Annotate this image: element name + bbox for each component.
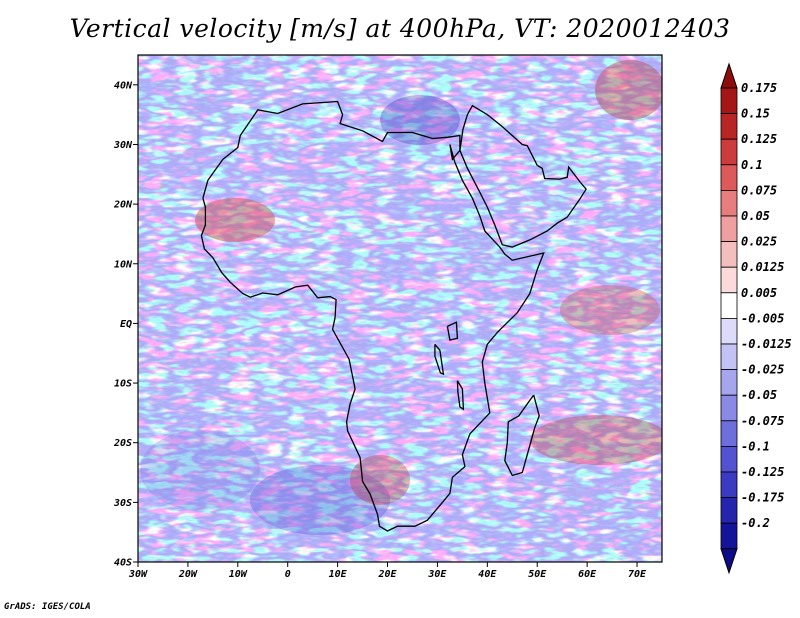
colorbar-label: -0.075 [741, 414, 784, 428]
africa-coastline [200, 100, 545, 532]
lat-tick-label: 40N [114, 80, 133, 91]
lon-tick-label: 60E [578, 569, 597, 580]
lon-tick-label: 10W [229, 569, 248, 580]
colorbar-swatch [720, 113, 738, 140]
colorbar-label: -0.1 [741, 439, 770, 453]
colorbar-swatch [720, 87, 738, 115]
colorbar-label: -0.025 [741, 363, 784, 377]
colorbar-swatch [720, 471, 738, 499]
lat-tick-label: 10N [114, 259, 133, 270]
colorbar-swatch [720, 266, 738, 294]
colorbar-label: -0.125 [741, 465, 784, 479]
colorbar-label: 0.075 [741, 183, 777, 197]
arabia-coastline [459, 104, 587, 248]
lat-tick-label: 20N [113, 200, 133, 211]
velocity-field [138, 55, 662, 562]
colorbar-swatch [720, 522, 738, 550]
lat-tick-label: 10S [114, 379, 132, 390]
lon-tick-label: 40E [478, 569, 497, 580]
colorbar-label: -0.175 [741, 491, 784, 505]
colorbar-label: -0.005 [741, 311, 784, 325]
colorbar-swatch [720, 317, 738, 345]
lon-tick-label: 70E [628, 569, 647, 580]
colorbar-swatch [720, 497, 738, 524]
colorbar-label: 0.175 [741, 81, 777, 95]
lon-tick-label: 20W [178, 569, 198, 580]
colorbar-swatch [720, 215, 738, 243]
lake-outline [434, 343, 445, 376]
colorbar-swatch [720, 369, 738, 396]
lat-tick-label: 20S [113, 438, 132, 449]
colorbar-label: -0.0125 [741, 337, 792, 351]
lon-tick-label: 0 [285, 569, 291, 580]
lon-tick-label: 20E [377, 569, 397, 580]
colorbar-swatch [720, 394, 738, 422]
colorbar-top-arrow [720, 62, 738, 89]
plot-frame [137, 54, 663, 563]
colorbar-swatch [720, 292, 738, 319]
colorbar: 0.175 0.15 0.125 0.1 0.075 0.05 0.025 0.0125 0.0… [720, 62, 792, 575]
colorbar-swatch [720, 343, 738, 371]
lon-tick-label: 30W [128, 569, 148, 580]
colorbar-swatch [720, 420, 738, 447]
lat-tick-label: 30N [113, 140, 133, 151]
lon-tick-label: 30E [427, 569, 447, 580]
lon-tick-label: 50E [528, 569, 547, 580]
colorbar-swatch [720, 445, 738, 473]
lon-tick-label: 10E [329, 569, 348, 580]
colorbar-label: 0.05 [741, 209, 770, 223]
colorbar-swatch [720, 189, 738, 217]
lake-outline [456, 380, 465, 411]
colorbar-label: 0.025 [741, 235, 777, 249]
footer-credit: GrADS: IGES/COLA [4, 602, 91, 612]
lat-tick-label: EQ [120, 319, 132, 330]
lake-outline [446, 321, 459, 341]
colorbar-label: 0.0125 [741, 260, 784, 274]
colorbar-label: -0.05 [741, 388, 777, 402]
colorbar-label: 0.15 [741, 107, 770, 121]
lat-tick-label: 40S [114, 558, 132, 569]
colorbar-label: 0.125 [741, 132, 777, 146]
colorbar-label: 0.005 [741, 286, 777, 300]
colorbar-swatch [720, 241, 738, 268]
colorbar-swatch [720, 164, 738, 191]
colorbar-label: -0.2 [741, 516, 770, 530]
colorbar-bottom-arrow [720, 548, 738, 575]
coastlines [200, 100, 587, 532]
lat-tick-label: 30S [113, 498, 132, 509]
colorbar-swatch [720, 138, 738, 166]
madagascar-coastline [504, 394, 540, 477]
colorbar-label: 0.1 [741, 158, 763, 172]
figure-title: Vertical velocity [m/s] at 400hPa, VT: 2… [69, 14, 731, 43]
